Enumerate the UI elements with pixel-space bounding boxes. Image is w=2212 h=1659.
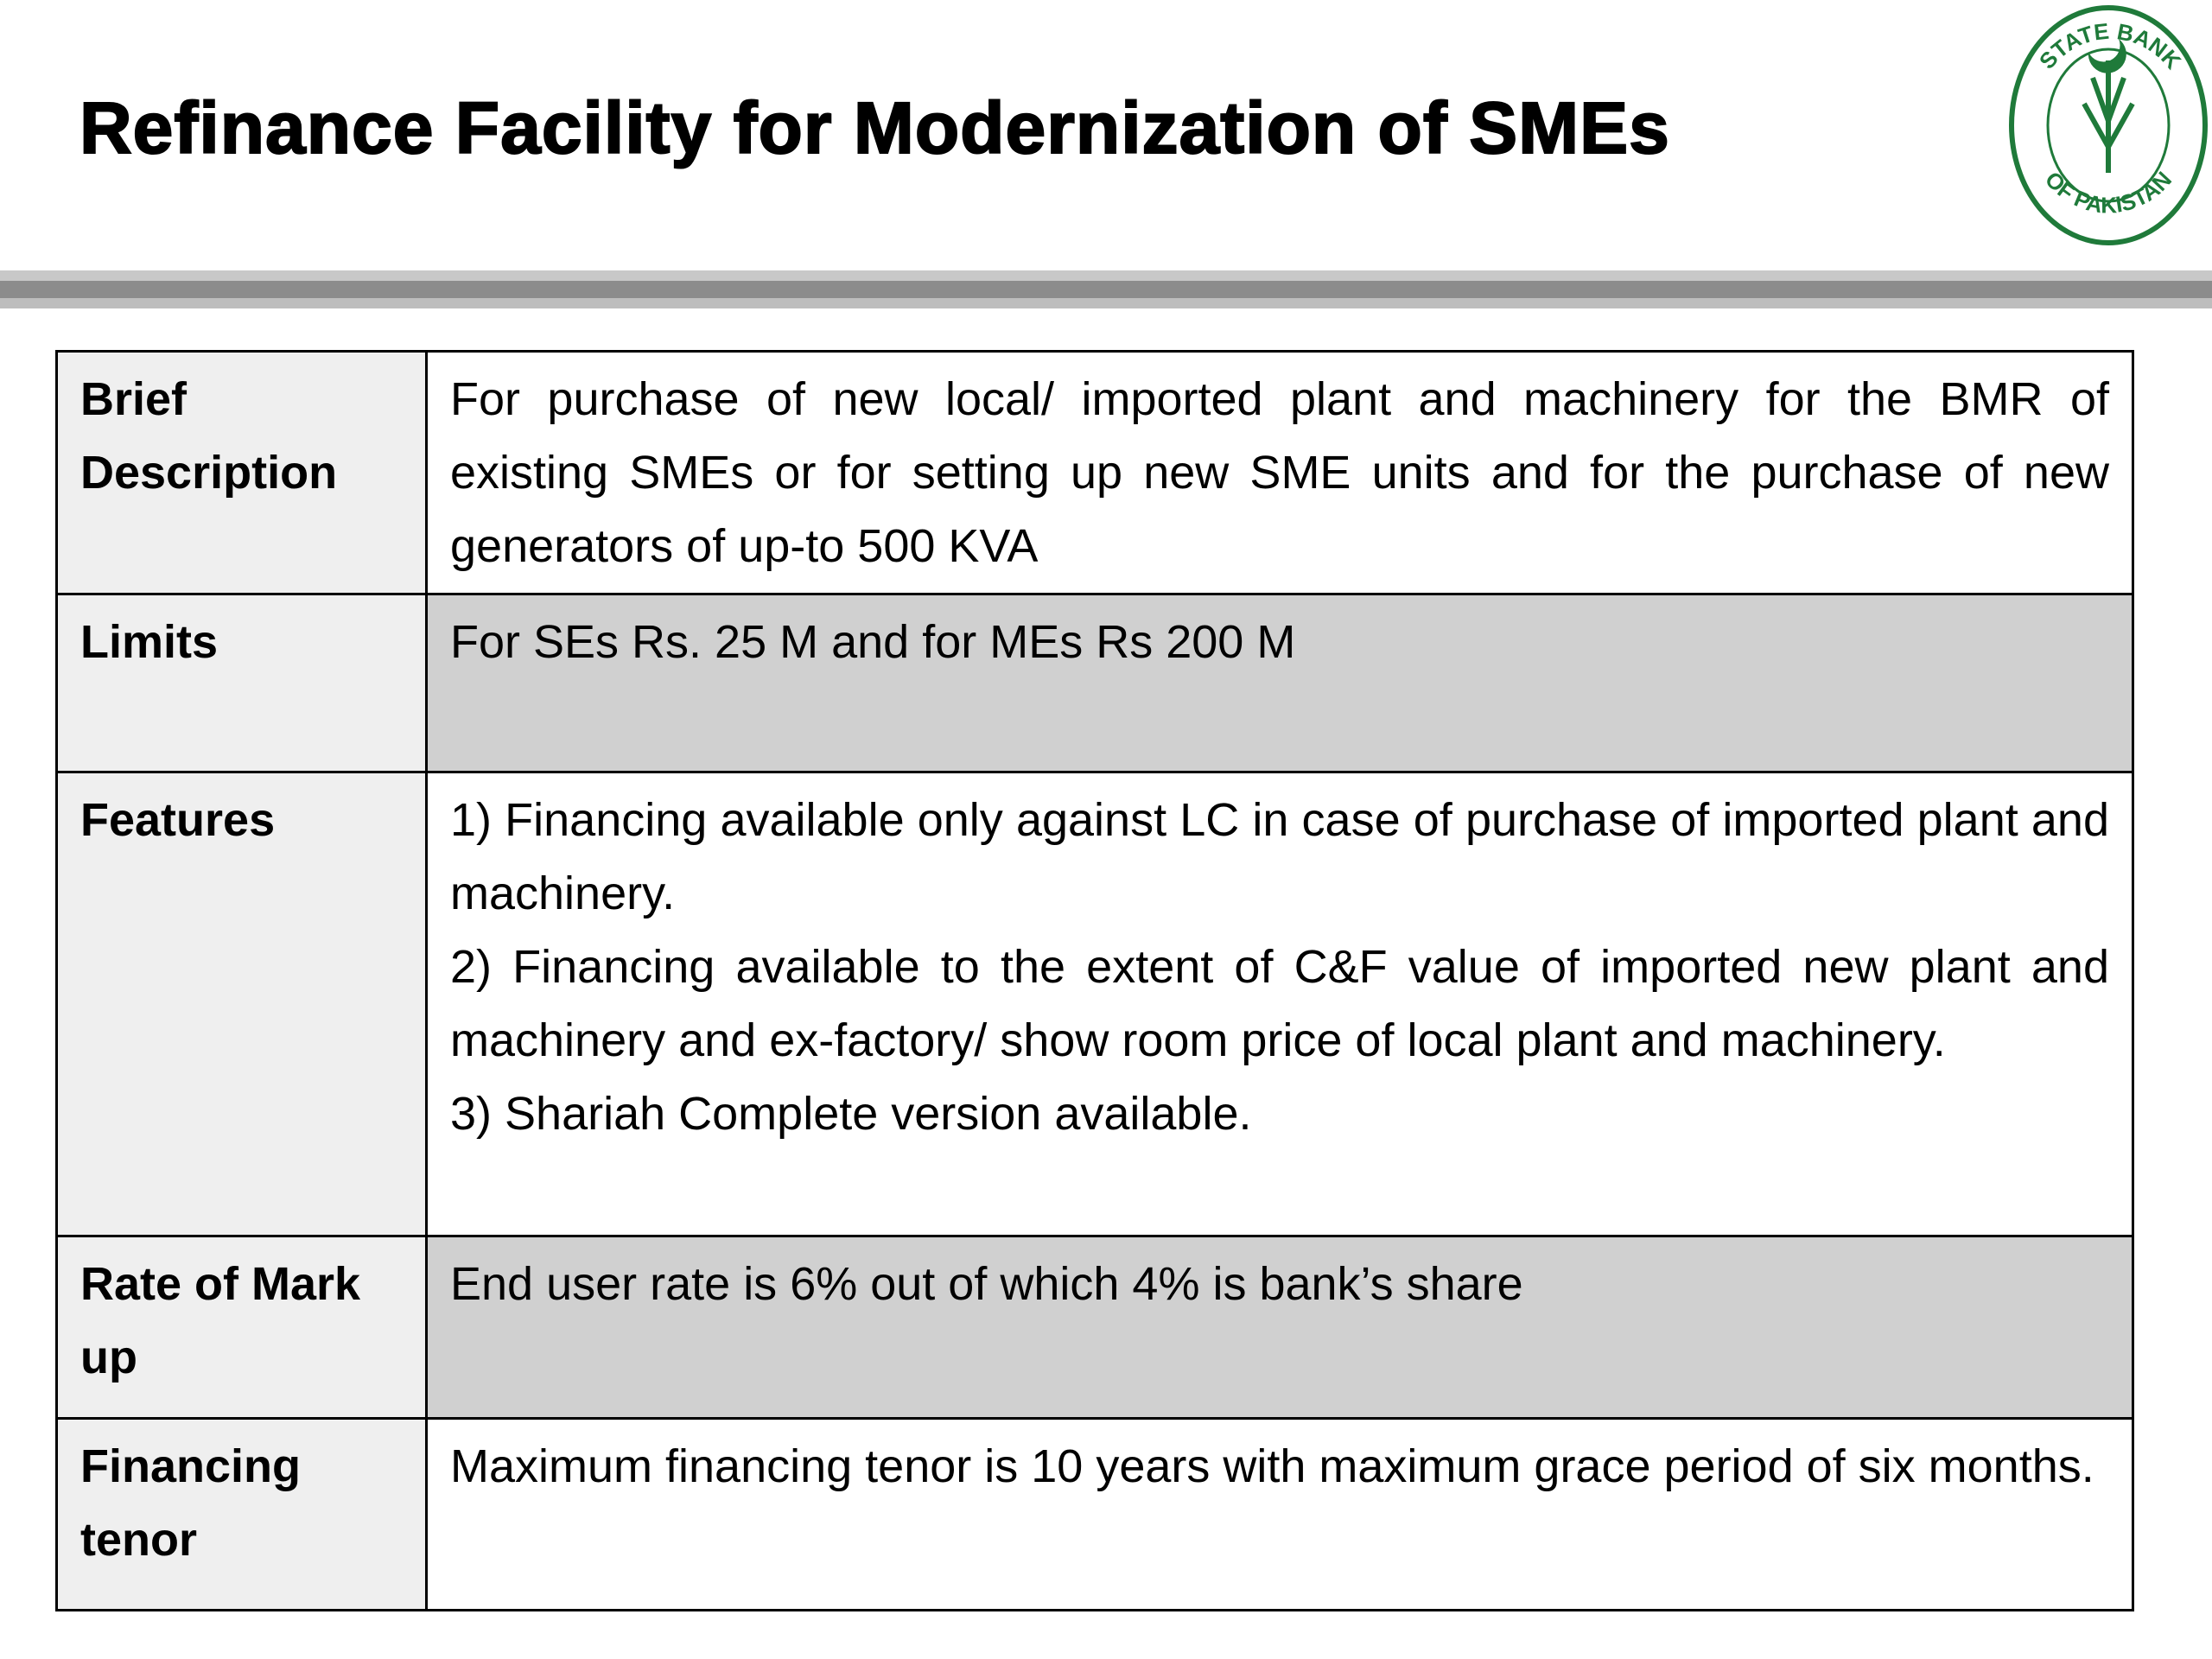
table-row: Rate of Mark up End user rate is 6% out o…: [55, 1235, 2134, 1420]
rule-light: [0, 298, 2212, 308]
row-label: Features: [55, 771, 428, 1237]
content-line: For SEs Rs. 25 M and for MEs Rs 200 M: [450, 616, 1296, 668]
content-line: 2) Financing available to the extent of …: [450, 941, 2109, 1066]
content-line: End user rate is 6% out of which 4% is b…: [450, 1258, 1523, 1310]
logo: STATE BANK OF PAKISTAN: [2009, 5, 2208, 245]
table-row: Financing tenor Maximum financing tenor i…: [55, 1417, 2134, 1611]
content-line: 1) Financing available only against LC i…: [450, 794, 2109, 919]
logo-inner: [2046, 48, 2171, 203]
slide-title: Refinance Facility for Modernization of …: [79, 86, 1670, 169]
row-content: 1) Financing available only against LC i…: [425, 771, 2134, 1237]
row-label: Rate of Mark up: [55, 1235, 428, 1420]
info-table: Brief Description For purchase of new loc…: [55, 350, 2134, 1611]
logo-emblem: [2082, 60, 2135, 173]
row-content: For purchase of new local/ imported plan…: [425, 350, 2134, 595]
header-rule: [0, 270, 2212, 308]
logo-crescent: [2088, 39, 2126, 73]
table-row: Brief Description For purchase of new loc…: [55, 350, 2134, 595]
row-content: Maximum financing tenor is 10 years with…: [425, 1417, 2134, 1611]
content-line: 3) Shariah Complete version available.: [450, 1088, 1252, 1140]
row-label: Brief Description: [55, 350, 428, 595]
rule-dark: [0, 281, 2212, 298]
content-line: Maximum financing tenor is 10 years with…: [450, 1440, 2094, 1492]
row-label: Financing tenor: [55, 1417, 428, 1611]
row-content: For SEs Rs. 25 M and for MEs Rs 200 M: [425, 593, 2134, 773]
row-label: Limits: [55, 593, 428, 773]
row-content: End user rate is 6% out of which 4% is b…: [425, 1235, 2134, 1420]
rule-light: [0, 270, 2212, 281]
content-line: For purchase of new local/ imported plan…: [450, 373, 2109, 572]
table-row: Limits For SEs Rs. 25 M and for MEs Rs 20…: [55, 593, 2134, 773]
table-row: Features 1) Financing available only agai…: [55, 771, 2134, 1237]
